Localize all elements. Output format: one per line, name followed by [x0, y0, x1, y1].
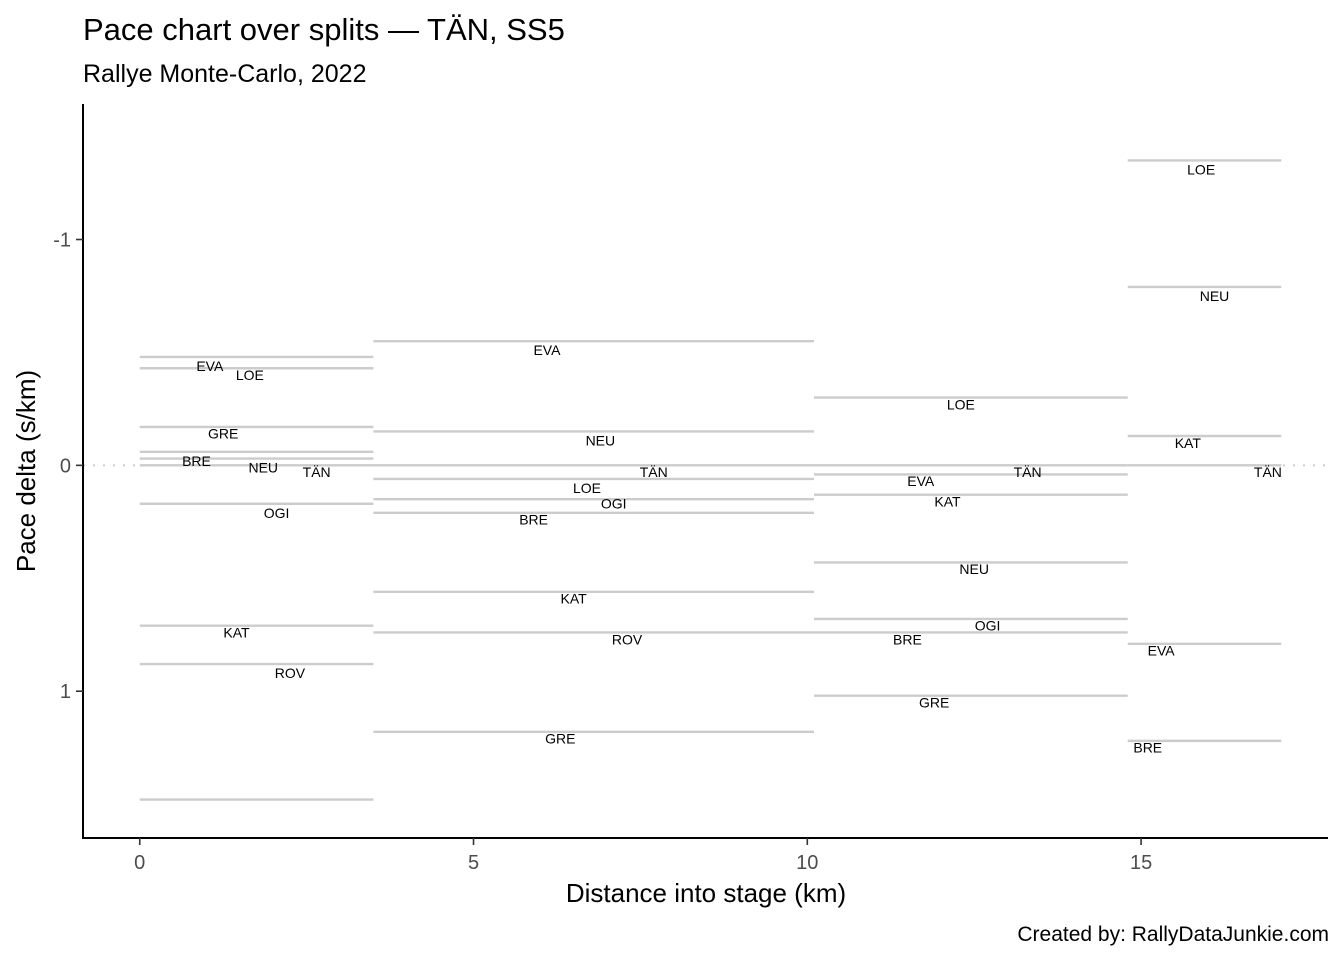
segment-label-bre-split3: BRE [893, 631, 922, 647]
segment-label-tän-split2: TÄN [640, 464, 668, 480]
segment-label-loe-split1: LOE [236, 367, 264, 383]
segment-label-ogi-split3: OGI [975, 618, 1001, 634]
segment-label-eva-split1: EVA [196, 358, 224, 374]
segment-label-gre-split3: GRE [919, 694, 949, 710]
segment-label-ogi-split2: OGI [601, 496, 627, 512]
segment-label-bre-split2: BRE [519, 512, 548, 528]
segment-label-neu-split1: NEU [248, 460, 278, 476]
segment-label-tän-split3: TÄN [1014, 464, 1042, 480]
segment-label-loe-split3: LOE [947, 396, 975, 412]
segments-layer [139, 159, 1282, 801]
segment-label-bre-split4: BRE [1133, 740, 1162, 756]
segment-label-kat-split4: KAT [1175, 435, 1202, 451]
y-tick-label: 0 [60, 455, 71, 477]
chart-caption: Created by: RallyDataJunkie.com [1017, 923, 1329, 946]
chart-subtitle: Rallye Monte-Carlo, 2022 [83, 60, 366, 88]
x-axis-ticks: 0 5 10 15 [134, 838, 1152, 874]
segment-label-eva-split4: EVA [1148, 643, 1176, 659]
segment-label-eva-split3: EVA [907, 473, 935, 489]
segment-label-neu-split2: NEU [586, 433, 616, 449]
x-tick-label: 0 [134, 852, 145, 874]
chart-title: Pace chart over splits — TÄN, SS5 [83, 12, 565, 47]
segment-label-tän-split4: TÄN [1254, 464, 1282, 480]
y-axis-ticks: -1 0 1 [53, 230, 83, 703]
segment-label-rov-split2: ROV [612, 631, 643, 647]
segment-label-kat-split1: KAT [223, 624, 250, 640]
y-tick-label: 1 [60, 681, 71, 703]
y-axis-title: Pace delta (s/km) [11, 370, 41, 572]
segment-label-eva-split2: EVA [533, 342, 561, 358]
segment-label-gre-split2: GRE [545, 731, 575, 747]
segment-label-loe-split4: LOE [1187, 161, 1215, 177]
segment-label-neu-split3: NEU [959, 561, 989, 577]
x-axis-title: Distance into stage (km) [566, 878, 846, 908]
segment-label-loe-split2: LOE [573, 480, 601, 496]
segment-label-ogi-split1: OGI [264, 505, 290, 521]
x-tick-label: 5 [468, 852, 479, 874]
y-tick-label: -1 [53, 230, 71, 252]
segment-label-kat-split2: KAT [561, 591, 588, 607]
segment-label-gre-split1: GRE [208, 426, 238, 442]
segment-label-kat-split3: KAT [934, 493, 961, 509]
segment-label-rov-split1: ROV [275, 665, 306, 681]
segment-label-bre-split1: BRE [182, 453, 211, 469]
segment-label-neu-split4: NEU [1200, 288, 1230, 304]
x-tick-label: 15 [1130, 852, 1152, 874]
x-tick-label: 10 [796, 852, 818, 874]
segment-label-tän-split1: TÄN [303, 464, 331, 480]
